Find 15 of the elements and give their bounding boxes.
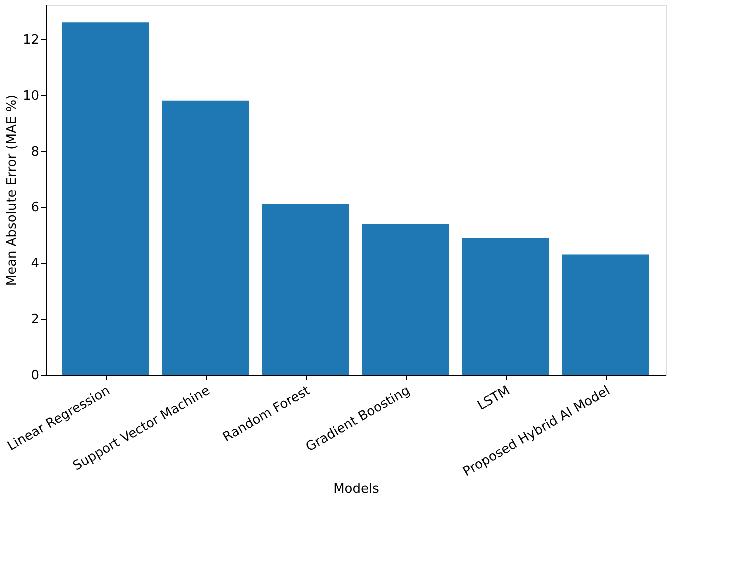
bar [62, 22, 150, 375]
y-tick-label: 12 [22, 32, 40, 48]
bar [362, 224, 450, 375]
bar [162, 100, 250, 375]
bar [262, 204, 350, 375]
y-tick-label: 10 [22, 88, 40, 104]
y-tick-label: 8 [31, 144, 40, 160]
y-tick-label: 2 [31, 312, 40, 328]
bar [462, 238, 550, 375]
x-axis-title: Models [334, 482, 380, 498]
y-tick-label: 6 [31, 200, 40, 216]
y-tick-label: 4 [31, 256, 40, 272]
bar [562, 254, 650, 375]
y-tick-label: 0 [31, 368, 40, 384]
y-axis-title: Mean Absolute Error (MAE %) [4, 94, 20, 286]
